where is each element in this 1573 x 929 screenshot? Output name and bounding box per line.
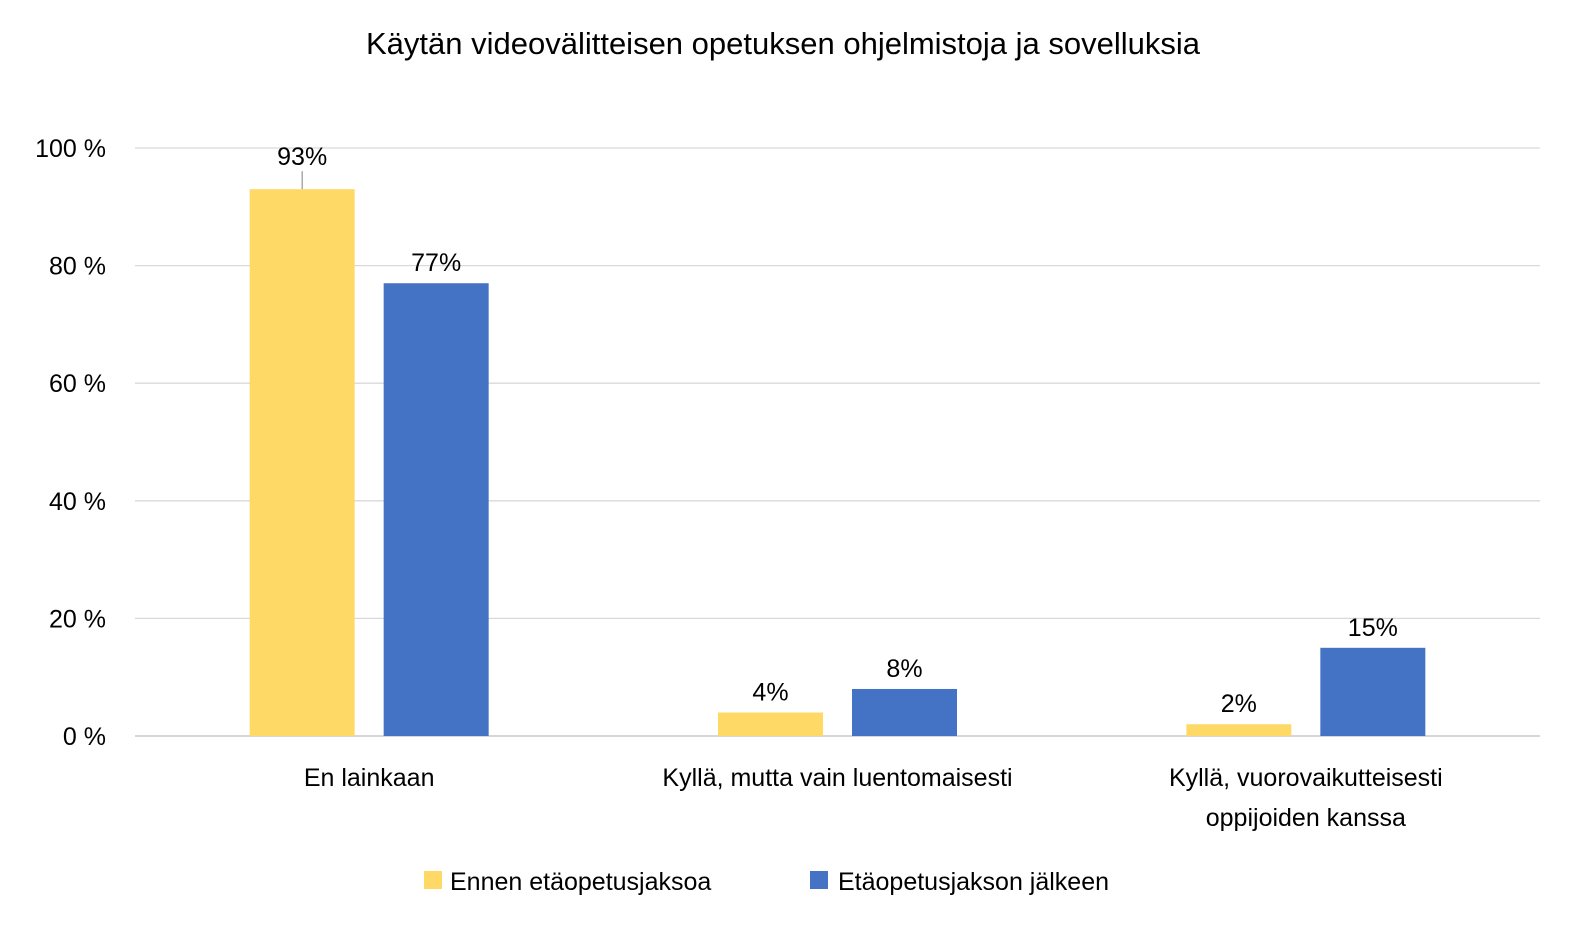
legend-swatch (424, 871, 442, 889)
x-category-label: Kyllä, mutta vain luentomaisesti (662, 764, 1012, 792)
bar (1186, 724, 1292, 736)
y-tick-label: 100 % (35, 135, 106, 163)
data-label: 77% (411, 249, 461, 277)
data-label: 8% (886, 655, 922, 683)
x-axis: En lainkaan Kyllä, mutta vain luentomaise… (304, 764, 1443, 832)
bar (852, 688, 957, 736)
bar (1320, 647, 1426, 736)
y-axis: 0 % 20 % 40 % 60 % 80 % 100 % (35, 135, 106, 751)
legend: Ennen etäopetusjaksoa Etäopetusjakson jäl… (424, 868, 1109, 896)
bars: 93% 77% 4% 8% 2% 15% (249, 143, 1426, 736)
data-label: 93% (277, 143, 327, 171)
x-category-label: oppijoiden kanssa (1206, 804, 1406, 832)
x-category-label: En lainkaan (304, 764, 435, 792)
gridlines (135, 147, 1540, 737)
bar (383, 283, 489, 736)
y-tick-label: 40 % (49, 488, 106, 516)
bar (249, 189, 355, 736)
y-tick-label: 20 % (49, 605, 106, 633)
y-tick-label: 80 % (49, 253, 106, 281)
legend-label: Ennen etäopetusjaksoa (450, 868, 711, 896)
data-label: 2% (1221, 690, 1257, 718)
y-tick-label: 0 % (63, 723, 106, 751)
chart-title: Käytän videovälitteisen opetuksen ohjelm… (366, 26, 1201, 61)
x-category-label: Kyllä, vuorovaikutteisesti (1169, 764, 1443, 792)
data-label: 4% (752, 678, 788, 706)
legend-label: Etäopetusjakson jälkeen (838, 868, 1109, 896)
y-tick-label: 60 % (49, 370, 106, 398)
bar (718, 712, 823, 736)
legend-swatch (810, 871, 828, 889)
data-label: 15% (1348, 614, 1398, 642)
